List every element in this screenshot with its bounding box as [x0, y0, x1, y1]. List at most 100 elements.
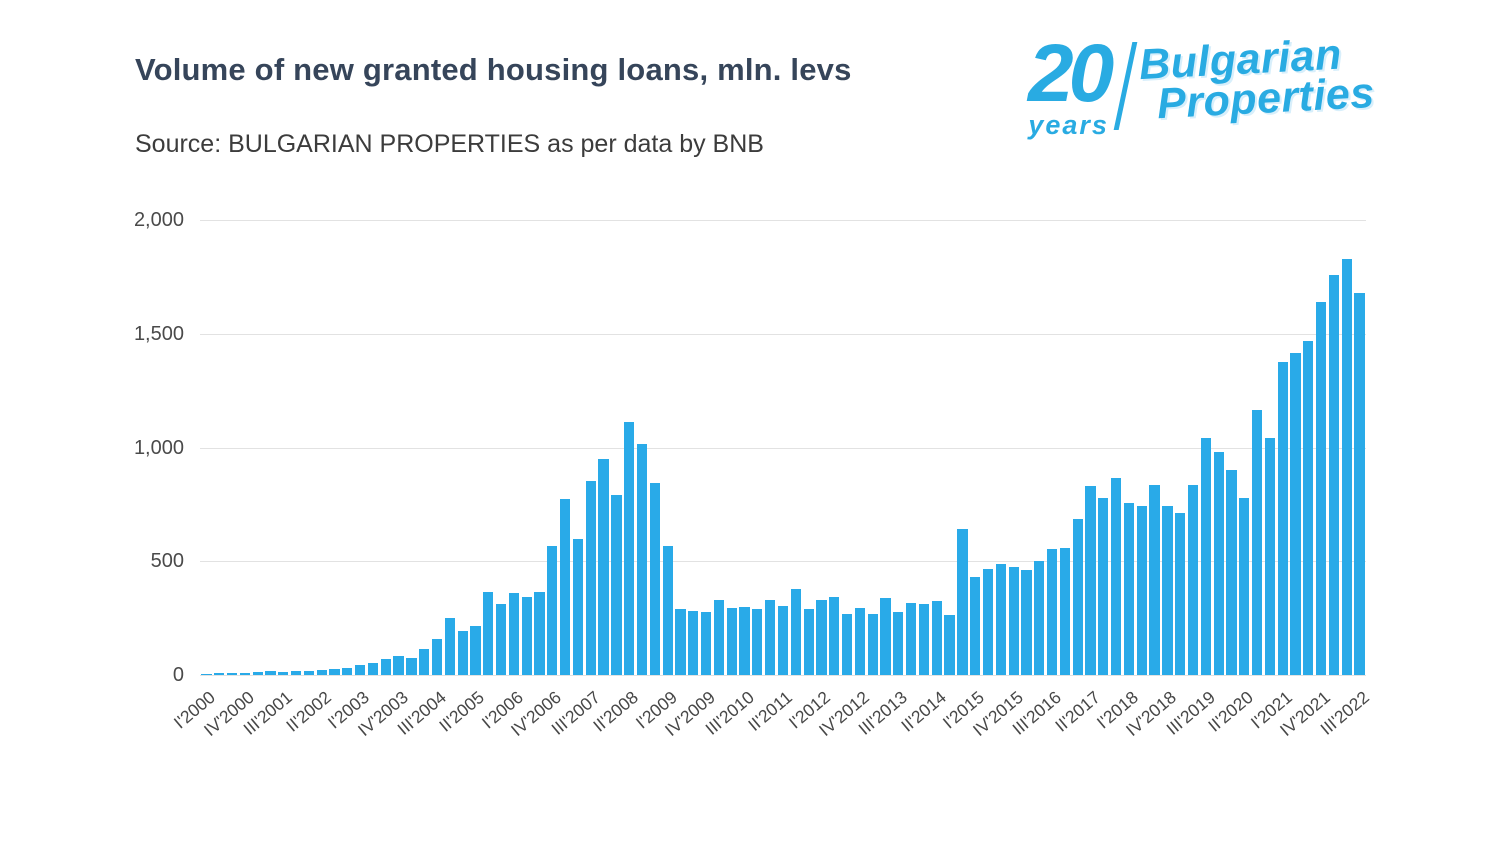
- page-title: Volume of new granted housing loans, mln…: [135, 52, 852, 87]
- logo-name: Bulgarian Properties: [1138, 31, 1377, 128]
- bar: [585, 480, 596, 675]
- bar: [816, 599, 827, 675]
- bar: [1187, 485, 1199, 675]
- bar: [944, 614, 955, 675]
- gridline: [200, 561, 1366, 563]
- bar: [316, 670, 327, 675]
- bar: [470, 626, 481, 675]
- bar: [995, 563, 1006, 675]
- y-axis-tick-label: 1,500: [133, 322, 184, 345]
- source-caption: Source: BULGARIAN PROPERTIES as per data…: [135, 130, 764, 158]
- bar: [726, 607, 737, 675]
- bar: [752, 609, 763, 675]
- bar: [1085, 486, 1096, 675]
- bar: [444, 618, 455, 675]
- bar: [457, 630, 468, 675]
- bar: [675, 609, 686, 675]
- gridline: [200, 447, 1366, 449]
- bar: [329, 669, 340, 675]
- bar: [970, 577, 981, 675]
- bar: [1328, 274, 1340, 675]
- bar: [867, 613, 878, 675]
- gridline: [200, 675, 1366, 676]
- bar: [611, 495, 622, 675]
- bar: [713, 599, 725, 675]
- bar: [419, 648, 430, 675]
- bar: [880, 597, 891, 675]
- bar: [636, 444, 648, 675]
- bar: [547, 546, 558, 675]
- bar: [1149, 485, 1160, 675]
- bar: [278, 671, 289, 675]
- bar: [982, 569, 994, 675]
- bar: [290, 670, 302, 675]
- y-axis-tick-label: 500: [150, 550, 184, 573]
- bar: [688, 611, 699, 675]
- bar: [534, 591, 545, 675]
- bar: [1059, 547, 1070, 675]
- bar: [508, 593, 520, 675]
- bar: [1034, 561, 1045, 675]
- bar: [1175, 513, 1186, 675]
- gridline: [200, 333, 1366, 335]
- bar: [1123, 503, 1135, 675]
- bar: [841, 613, 853, 675]
- bar: [303, 671, 315, 675]
- bar: [1316, 301, 1327, 675]
- bar: [1354, 292, 1365, 675]
- bar: [521, 596, 532, 675]
- bulgarian-properties-logo: 20 years Bulgarian Properties: [1028, 28, 1376, 141]
- bar: [777, 605, 789, 675]
- bar: [1226, 470, 1237, 675]
- logo-slash-divider: [1113, 42, 1138, 130]
- bar: [1213, 452, 1224, 675]
- bar: [1200, 438, 1211, 675]
- bar: [957, 529, 968, 675]
- bar: [1136, 505, 1147, 675]
- bar: [1303, 340, 1314, 675]
- logo-20-years: 20 years: [1028, 28, 1114, 141]
- bar: [918, 604, 930, 675]
- bar: [854, 607, 865, 675]
- bar: [906, 603, 917, 675]
- bar: [598, 458, 609, 675]
- bar: [1239, 497, 1250, 675]
- bar: [1008, 566, 1019, 675]
- bar: [1046, 548, 1058, 675]
- bar: [1162, 505, 1173, 675]
- bar: [239, 672, 250, 675]
- bar: [700, 612, 712, 675]
- bar: [649, 482, 660, 675]
- bar: [342, 667, 353, 675]
- gridline: [200, 220, 1366, 221]
- bar: [1072, 519, 1083, 675]
- logo-name-line2: Properties: [1156, 68, 1377, 128]
- bar: [739, 606, 750, 675]
- bar: [1290, 353, 1301, 675]
- bar: [252, 671, 263, 675]
- bar: [1098, 497, 1109, 675]
- bar: [265, 671, 276, 675]
- bar: [214, 673, 225, 675]
- y-axis-tick-label: 0: [172, 664, 184, 686]
- bar: [790, 588, 801, 675]
- bar: [624, 422, 635, 675]
- bar: [1341, 258, 1352, 675]
- logo-years-text: years: [1028, 109, 1109, 140]
- bar: [1251, 409, 1263, 675]
- bar: [495, 604, 507, 675]
- bar: [1111, 478, 1122, 675]
- bar: [560, 498, 571, 675]
- bar: [406, 657, 417, 675]
- bar: [765, 599, 776, 675]
- logo-number: 20: [1028, 28, 1114, 119]
- bar: [367, 662, 379, 675]
- bar: [380, 659, 391, 675]
- bar: [431, 638, 443, 675]
- bar: [1021, 570, 1032, 675]
- y-axis-tick-label: 1,000: [133, 436, 184, 459]
- bar: [931, 601, 942, 675]
- bar: [201, 673, 212, 675]
- chart-plot: 0 500 1,000 1,500 2,000 I'2000 IV'2000 III'2001…: [134, 209, 1372, 740]
